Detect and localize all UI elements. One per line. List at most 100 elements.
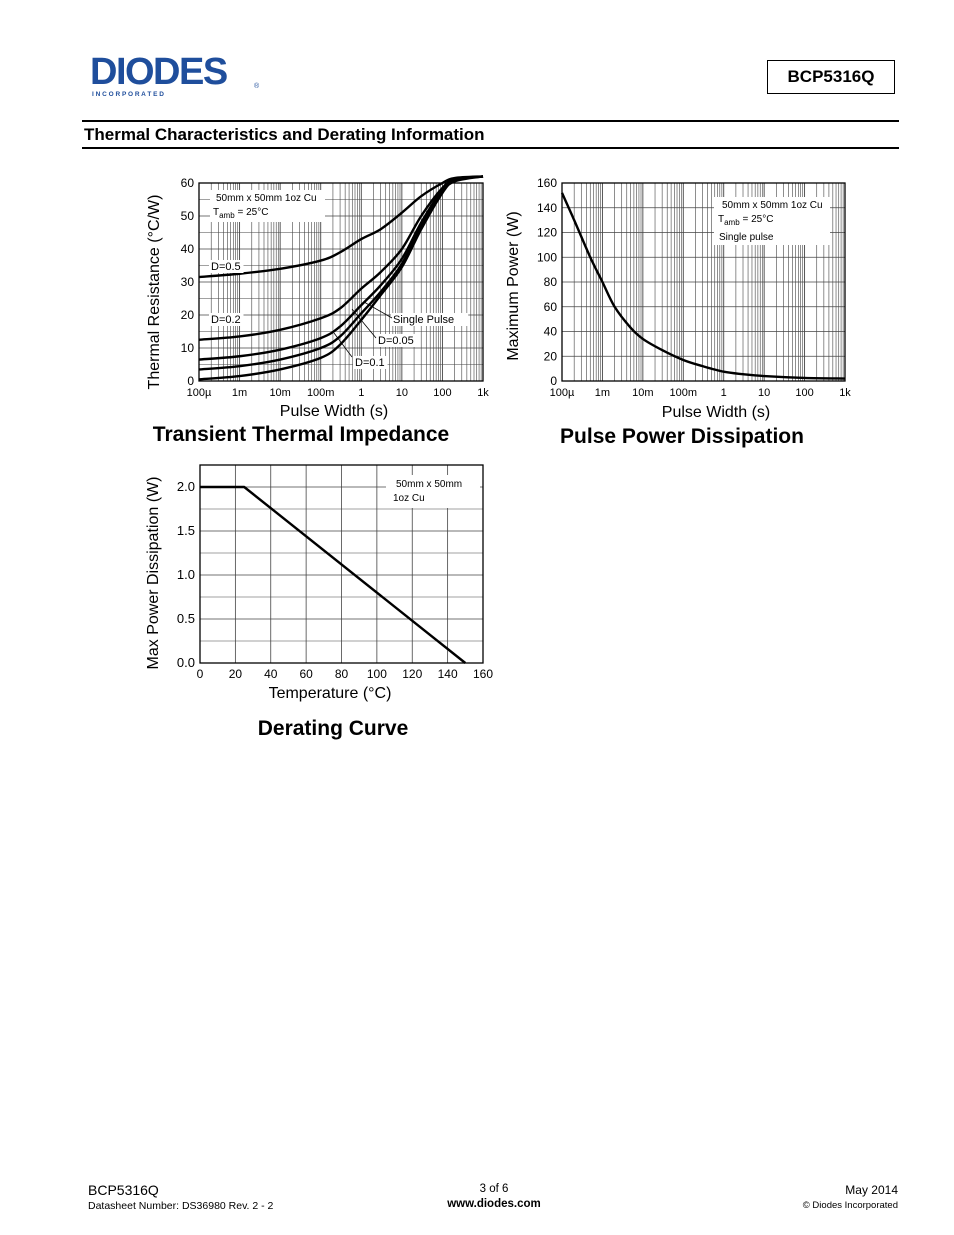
x-tick-label: 120 bbox=[402, 667, 422, 681]
annotation-line: Tamb = 25°C bbox=[718, 214, 773, 227]
x-tick-label: 20 bbox=[229, 667, 243, 681]
annotation-line: 50mm x 50mm 1oz Cu bbox=[216, 193, 317, 204]
logo-tagline: I N C O R P O R A T E D bbox=[92, 91, 164, 98]
curve-label-bg bbox=[391, 313, 469, 326]
annotation-line: 1oz Cu bbox=[393, 493, 425, 504]
series-single-pulse bbox=[198, 175, 484, 381]
x-tick-label: 80 bbox=[335, 667, 349, 681]
section-rule bbox=[82, 147, 899, 149]
registered-mark: ® bbox=[254, 82, 260, 90]
curve-label-d-0-2: D=0.2 bbox=[211, 314, 241, 326]
y-tick-label: 140 bbox=[537, 201, 557, 215]
curve-label-bg bbox=[209, 260, 244, 273]
curve-label-bg bbox=[209, 313, 244, 326]
footer-datasheet-number: Datasheet Number: DS36980 Rev. 2 - 2 bbox=[88, 1200, 274, 1212]
x-tick-label: 0 bbox=[197, 667, 204, 681]
plot-frame bbox=[561, 182, 846, 382]
part-number: BCP5316Q bbox=[787, 67, 875, 86]
footer-part-number: BCP5316Q bbox=[88, 1182, 159, 1198]
y-axis-label: Max Power Dissipation (W) bbox=[145, 477, 162, 670]
section-title: Thermal Characteristics and Derating Inf… bbox=[84, 125, 485, 144]
chart-3: 50mm x 50mm 1oz Cu 0 20 40 60 80 100 120 140 160 0.… bbox=[145, 464, 493, 740]
y-tick-label: 0.5 bbox=[177, 611, 195, 626]
y-tick-label: 80 bbox=[544, 275, 558, 289]
x-tick-label: 10 bbox=[396, 387, 408, 399]
leader-single-pulse bbox=[363, 301, 393, 319]
chart-title: Derating Curve bbox=[258, 717, 409, 740]
x-tick-label: 1k bbox=[477, 387, 489, 399]
diodes-logo: DIODES I N C O R P O R A T E D ® bbox=[90, 52, 260, 98]
plot-frame bbox=[199, 464, 484, 664]
annotation-line: 50mm x 50mm bbox=[396, 479, 462, 490]
leader-d-0-1 bbox=[333, 332, 353, 358]
x-tick-label: 1k bbox=[839, 387, 851, 399]
x-tick-label: 100 bbox=[433, 387, 451, 399]
x-tick-label: 100µ bbox=[550, 387, 575, 399]
footer-left: BCP5316Q Datasheet Number: DS36980 Rev. … bbox=[88, 1182, 273, 1214]
chart-1: 50mm x 50mm 1oz Cu Tamb = 25°C D=0.5 D=0.2 D… bbox=[146, 175, 489, 446]
x-axis-label: Temperature (°C) bbox=[269, 685, 392, 702]
x-tick-label: 100µ bbox=[187, 387, 212, 399]
x-tick-label: 40 bbox=[264, 667, 278, 681]
annotation-line: Tamb = 25°C bbox=[213, 207, 268, 220]
x-tick-label: 100 bbox=[367, 667, 387, 681]
curve-label-bg bbox=[353, 356, 388, 369]
curve-label-bg bbox=[376, 334, 417, 347]
x-tick-label: 1m bbox=[595, 387, 610, 399]
x-tick-label: 100m bbox=[307, 387, 335, 399]
y-tick-label: 1.5 bbox=[177, 523, 195, 538]
chart-title: Transient Thermal Impedance bbox=[153, 423, 449, 446]
y-tick-label: 60 bbox=[544, 300, 558, 314]
annotation-sub: amb bbox=[219, 211, 235, 220]
header-rule bbox=[82, 120, 899, 122]
curve-label-d-0-5: D=0.5 bbox=[211, 261, 241, 273]
x-tick-label: 60 bbox=[299, 667, 313, 681]
x-tick-label: 1m bbox=[232, 387, 247, 399]
footer-website-link[interactable]: www.diodes.com bbox=[447, 1198, 541, 1210]
y-axis-label: Thermal Resistance (°C/W) bbox=[146, 195, 163, 390]
annotation-t: T bbox=[718, 214, 724, 225]
x-tick-label: 160 bbox=[473, 667, 493, 681]
footer-page-number: 3 of 6 bbox=[479, 1183, 509, 1195]
footer-right: May 2014 © Diodes Incorporated bbox=[700, 1183, 898, 1213]
y-tick-label: 60 bbox=[181, 176, 195, 190]
x-tick-label: 1 bbox=[358, 387, 364, 399]
y-tick-label: 0 bbox=[187, 374, 194, 388]
x-axis-label: Pulse Width (s) bbox=[280, 403, 388, 420]
part-number-box: BCP5316Q bbox=[767, 60, 895, 94]
chart-2: 50mm x 50mm 1oz Cu Tamb = 25°C Single puls… bbox=[505, 176, 851, 448]
x-tick-label: 10 bbox=[758, 387, 770, 399]
chart-title: Pulse Power Dissipation bbox=[560, 425, 804, 448]
curve-label-single-pulse: Single Pulse bbox=[393, 314, 454, 326]
series-d-0-5 bbox=[198, 175, 484, 279]
x-tick-label: 100 bbox=[795, 387, 813, 399]
x-tick-label: 140 bbox=[438, 667, 458, 681]
y-tick-label: 20 bbox=[544, 349, 558, 363]
y-tick-label: 100 bbox=[537, 250, 557, 264]
series-derating bbox=[200, 485, 467, 664]
annotation-rest: = 25°C bbox=[740, 214, 774, 225]
logo-text: DIODES bbox=[90, 52, 227, 93]
x-tick-label: 1 bbox=[721, 387, 727, 399]
y-tick-label: 0 bbox=[550, 374, 557, 388]
annotation-t: T bbox=[213, 207, 219, 218]
footer-center: 3 of 6 www.diodes.com bbox=[394, 1182, 594, 1212]
annotation-bg bbox=[386, 475, 480, 508]
annotation-sub: amb bbox=[724, 218, 740, 227]
y-tick-label: 40 bbox=[181, 242, 195, 256]
annotation-bg bbox=[714, 197, 830, 245]
leader-d-0-05 bbox=[351, 308, 377, 339]
series-single-pulse bbox=[560, 192, 846, 380]
footer-copyright: © Diodes Incorporated bbox=[802, 1200, 898, 1211]
y-tick-label: 10 bbox=[181, 341, 195, 355]
curve-label-d-0-1: D=0.1 bbox=[355, 357, 385, 369]
x-tick-label: 10m bbox=[269, 387, 290, 399]
curve-label-d-0-05: D=0.05 bbox=[378, 335, 414, 347]
x-tick-label: 100m bbox=[670, 387, 698, 399]
y-tick-label: 40 bbox=[544, 325, 558, 339]
y-tick-label: 2.0 bbox=[177, 479, 195, 494]
y-axis-label: Maximum Power (W) bbox=[505, 211, 522, 360]
y-tick-label: 30 bbox=[181, 275, 195, 289]
x-axis-label: Pulse Width (s) bbox=[662, 404, 770, 421]
